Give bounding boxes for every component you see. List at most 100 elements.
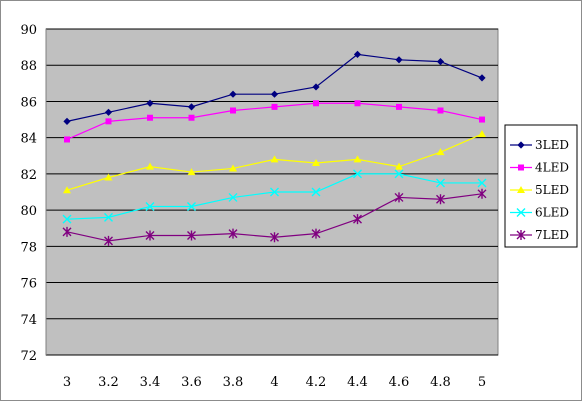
data-point-5LED-2 [146,162,154,170]
y-tick-label-76: 76 [20,277,37,292]
x-tick-label-6: 4.2 [306,375,327,390]
series-5LED [63,130,486,194]
y-tick-label-72: 72 [20,349,37,364]
data-point-4LED-4 [230,107,236,114]
data-point-5LED-10 [478,130,486,138]
data-point-4LED-2 [147,114,153,121]
data-point-4LED-6 [313,100,319,107]
data-point-4LED-9 [437,107,444,114]
legend-label-7LED: 7LED [535,228,569,242]
data-point-4LED-5 [271,103,278,110]
data-point-7LED-10 [477,188,487,199]
data-point-4LED-10 [479,116,485,123]
data-point-3LED-4 [229,90,237,98]
data-point-3LED-2 [146,99,154,107]
series-6LED [62,169,487,224]
x-tick-label-9: 4.8 [430,375,451,390]
y-tick-label-90: 90 [20,23,37,38]
gridlines [45,28,498,356]
x-tick-label-8: 4.6 [389,375,410,390]
data-point-3LED-9 [436,58,445,66]
y-tick-label-86: 86 [20,95,37,110]
data-point-3LED-6 [312,83,320,91]
legend-label-3LED: 3LED [535,138,569,152]
data-point-7LED-3 [187,230,196,241]
data-point-6LED-1 [104,212,113,222]
x-tick-label-5: 4 [270,375,278,390]
legend-item-6LED: 6LED [510,206,569,220]
data-point-7LED-2 [145,230,155,241]
x-tick-label-4: 3.8 [223,375,244,390]
data-point-7LED-4 [228,228,238,239]
y-tick-label-74: 74 [20,313,37,328]
data-point-5LED-9 [436,148,445,156]
legend-marker-3LED [517,141,525,149]
x-tick-label-1: 3.2 [98,375,119,390]
data-point-5LED-6 [312,159,320,167]
data-point-6LED-5 [270,187,279,197]
series-4LED [64,100,485,143]
data-point-4LED-8 [396,103,402,110]
y-tick-label-84: 84 [20,132,37,147]
data-point-6LED-9 [436,178,445,188]
data-point-6LED-6 [311,187,321,197]
x-tick-label-2: 3.4 [140,375,161,390]
y-tick-label-80: 80 [20,204,37,219]
data-point-6LED-0 [62,214,72,224]
series-7LED [62,188,487,246]
data-point-5LED-1 [104,173,113,181]
series-3LED [63,50,486,125]
x-tick-label-7: 4.4 [347,375,368,390]
legend: 3LED 4LED 5LED 6LED 7LED [504,124,578,248]
data-point-3LED-8 [395,56,403,64]
legend-item-3LED: 3LED [510,138,569,152]
data-point-5LED-0 [63,186,71,194]
y-axis-tick-labels: 72 74 76 78 80 82 84 86 88 90 [20,23,37,364]
x-axis-tick-labels: 3 3.2 3.4 3.6 3.8 4 4.2 4.4 4.6 4.8 5 [63,375,486,390]
data-point-3LED-0 [63,117,71,125]
data-point-5LED-5 [270,155,279,163]
legend-label-5LED: 5LED [535,183,569,197]
data-point-7LED-9 [436,194,445,205]
data-point-5LED-3 [187,168,196,176]
data-point-7LED-5 [270,232,279,243]
data-point-7LED-8 [394,192,404,203]
legend-item-7LED: 7LED [510,228,569,242]
data-point-4LED-7 [354,100,361,107]
data-point-6LED-3 [187,201,196,211]
data-point-5LED-8 [395,162,403,170]
data-point-7LED-7 [353,214,362,225]
x-tick-label-3: 3.6 [181,375,202,390]
data-point-4LED-0 [64,136,70,143]
data-point-6LED-4 [228,192,238,202]
data-point-3LED-7 [353,50,362,58]
data-point-6LED-10 [477,178,487,188]
legend-marker-6LED [516,208,526,217]
data-point-3LED-1 [104,108,113,116]
data-point-7LED-0 [62,226,72,237]
legend-label-6LED: 6LED [535,206,569,220]
y-tick-label-82: 82 [20,168,37,183]
series-layer [62,50,487,246]
data-point-4LED-3 [188,114,195,121]
x-tick-label-0: 3 [63,375,71,390]
data-point-3LED-5 [270,90,279,98]
data-point-3LED-10 [478,74,486,82]
legend-marker-5LED [517,186,525,193]
legend-marker-4LED [518,164,524,171]
y-tick-label-88: 88 [20,59,37,74]
data-point-5LED-4 [229,164,237,172]
data-point-6LED-8 [394,169,404,179]
y-tick-label-78: 78 [20,240,37,255]
x-tick-label-10: 5 [478,375,486,390]
data-point-3LED-3 [187,103,196,111]
legend-label-4LED: 4LED [535,161,569,175]
data-point-6LED-2 [145,201,155,211]
legend-marker-7LED [516,230,526,240]
data-point-7LED-6 [311,228,321,239]
legend-item-5LED: 5LED [510,183,569,197]
data-point-7LED-1 [104,235,113,246]
data-point-6LED-7 [353,169,362,179]
